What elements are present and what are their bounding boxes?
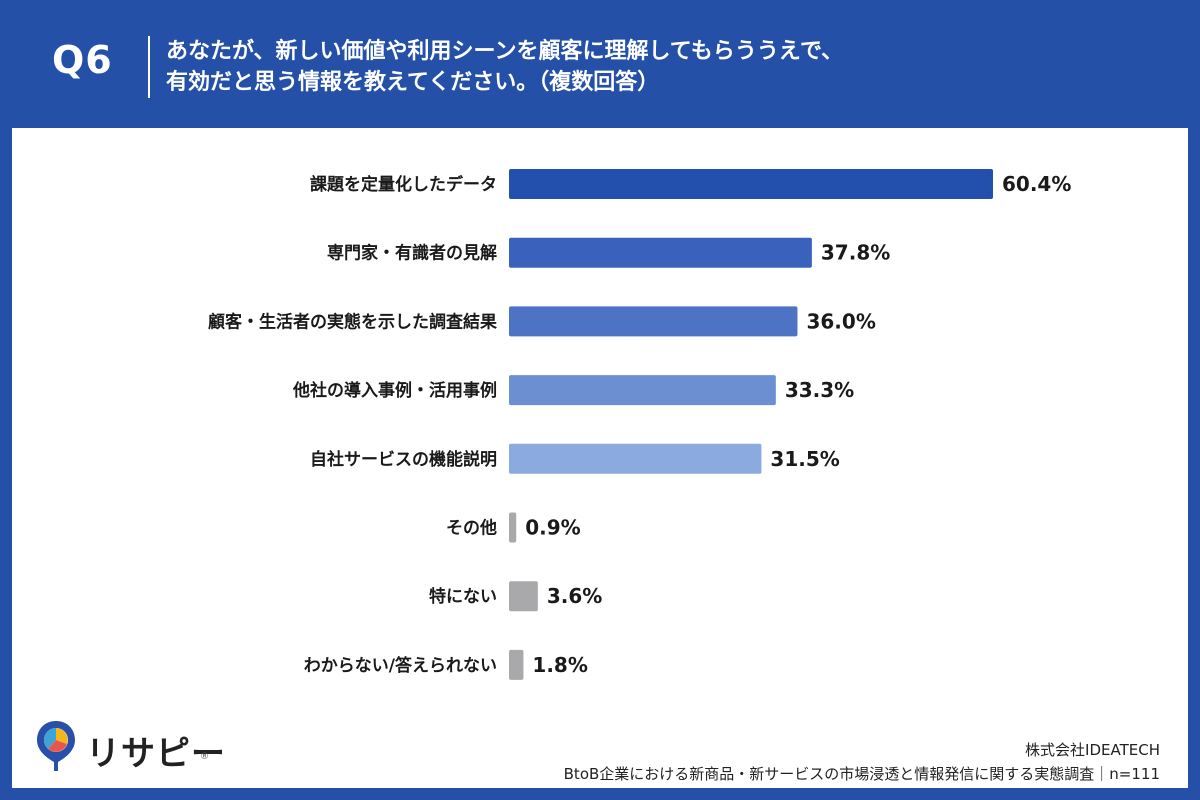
header-divider: [148, 36, 150, 98]
value-label: 31.5%: [770, 447, 839, 471]
value-label: 3.6%: [547, 584, 602, 608]
bar: [509, 443, 762, 474]
value-label: 33.3%: [785, 378, 854, 402]
value-label: 36.0%: [806, 309, 875, 333]
category-label: 自社サービスの機能説明: [310, 449, 497, 470]
category-label: 他社の導入事例・活用事例: [292, 380, 497, 401]
question-line-2: 有効だと思う情報を教えてください。（複数回答）: [166, 70, 660, 95]
category-label: その他: [446, 518, 497, 539]
category-label: 顧客・生活者の実態を示した調査結果: [208, 311, 497, 332]
bar-chart: 課題を定量化したデータ 60.4% 専門家・有識者の見解 37.8% 顧客・生活者の実態…: [208, 169, 1071, 680]
value-label: 60.4%: [1002, 172, 1071, 196]
bar: [509, 581, 538, 612]
bar: [509, 649, 524, 680]
value-label: 37.8%: [821, 241, 890, 265]
bar: [509, 237, 812, 268]
category-label: わからない/答えられない: [304, 655, 497, 676]
footer-survey: BtoB企業における新商品・新サービスの市場浸透と情報発信に関する実態調査｜n=…: [563, 765, 1160, 783]
registered-mark: ®: [200, 752, 209, 762]
value-label: 1.8%: [532, 653, 587, 677]
bar: [509, 169, 993, 199]
question-line-1: あなたが、新しい価値や利用シーンを顧客に理解してもらううえで、: [166, 39, 844, 64]
footer-company: 株式会社IDEATECH: [1025, 741, 1160, 759]
value-label: 0.9%: [525, 516, 580, 540]
chart-panel: 課題を定量化したデータ 60.4% 専門家・有識者の見解 37.8% 顧客・生活者の実態…: [12, 128, 1188, 788]
question-header: Q6 あなたが、新しい価値や利用シーンを顧客に理解してもらううえで、 有効だと思…: [0, 0, 1200, 128]
question-text: あなたが、新しい価値や利用シーンを顧客に理解してもらううえで、 有効だと思う情報…: [166, 36, 1166, 98]
category-label: 専門家・有識者の見解: [327, 243, 497, 264]
logo-text: リサピー: [86, 734, 226, 774]
category-label: 課題を定量化したデータ: [310, 174, 497, 195]
bar: [509, 375, 776, 406]
risapi-logo: リサピー ®: [34, 718, 234, 778]
logo-pin-icon: [37, 721, 75, 771]
bar: [509, 306, 798, 337]
question-number: Q6: [52, 38, 113, 82]
footer: 株式会社IDEATECH BtoB企業における新商品・新サービスの市場浸透と情報…: [564, 738, 1160, 786]
category-label: 特にない: [429, 586, 497, 607]
bar: [509, 512, 517, 543]
